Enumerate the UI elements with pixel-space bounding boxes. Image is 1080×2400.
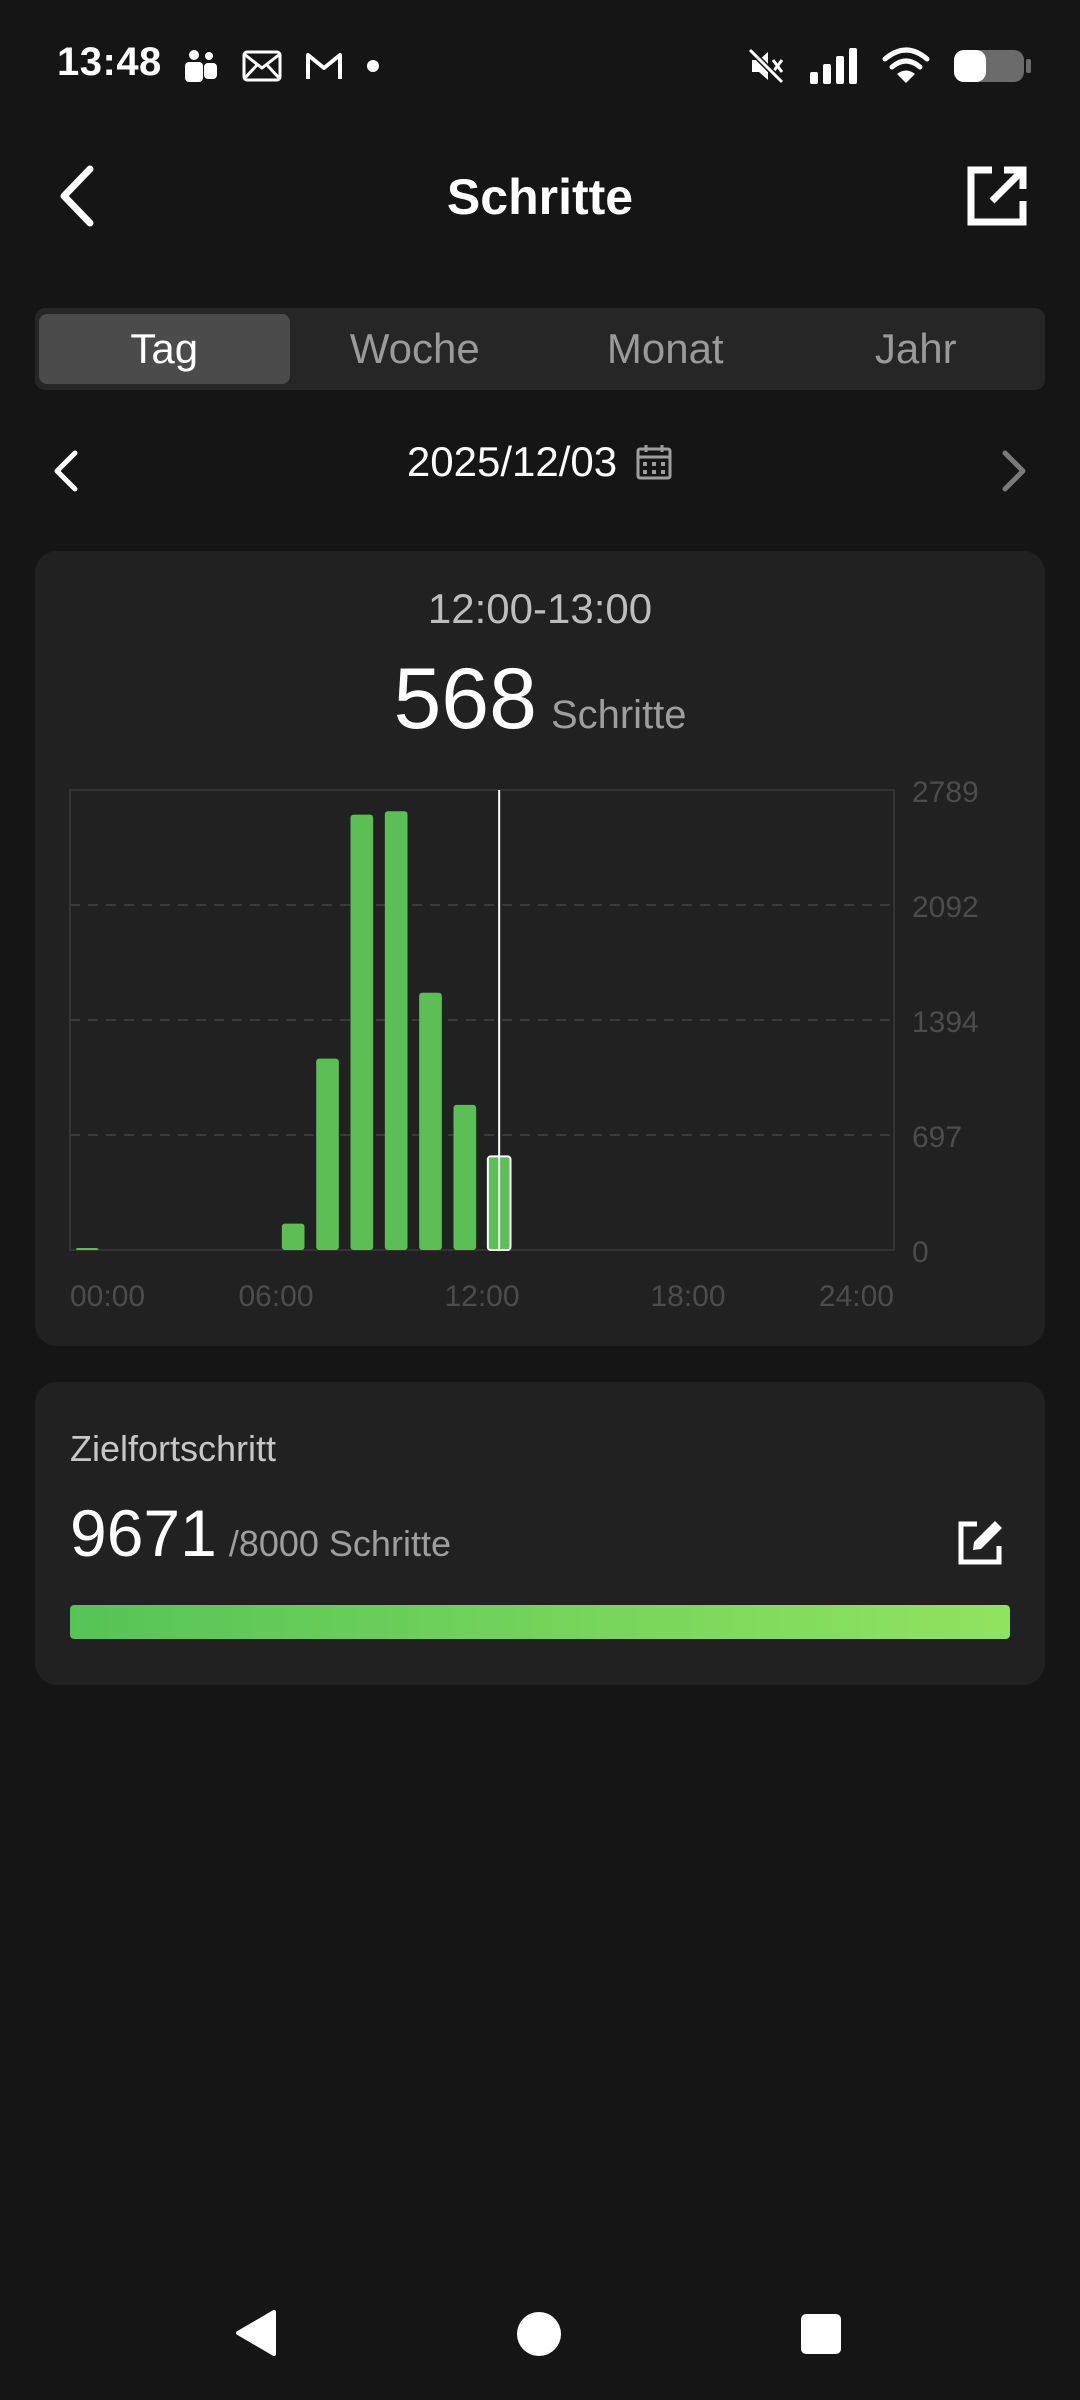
x-tick-label: 18:00 [650,1280,725,1313]
edit-goal-button[interactable] [955,1518,1005,1568]
back-chevron-icon [60,165,94,227]
nav-back-icon[interactable] [234,2308,278,2358]
steps-chart-card [35,551,1045,1346]
battery-icon [954,50,1031,82]
tab-day[interactable]: Tag [39,314,290,384]
y-tick-label: 1394 [912,1006,979,1039]
previous-day-button[interactable] [40,436,90,506]
status-time: 13:48 [57,40,162,84]
y-tick-label: 2789 [912,776,979,809]
date-selector[interactable]: 2025/12/03 [0,438,1080,486]
goal-progress-bar [70,1605,1010,1639]
page-title: Schritte [446,169,634,225]
share-icon [967,166,1027,226]
share-button[interactable] [962,160,1032,232]
selected-steps-unit: Schritte [550,693,687,737]
date-label: 2025/12/03 [406,438,618,485]
selected-time-range: 12:00-13:00 [427,585,653,632]
signal-icon [810,48,857,84]
teams-icon [185,50,217,82]
goal-target-steps: /8000 Schritte [228,1523,451,1564]
wifi-icon [882,47,930,83]
tab-month[interactable]: Monat [606,325,724,372]
chevron-left-icon [54,450,78,492]
back-button[interactable] [48,160,104,232]
nav-home-icon[interactable] [516,2311,562,2357]
dot-icon [367,60,379,72]
chart-bar [384,811,408,1250]
gmail-icon [306,53,342,79]
y-tick-label: 2092 [912,891,979,924]
chart-bar [350,814,374,1250]
chart-bar [75,1248,99,1250]
selected-value-row: 568 Schritte [0,650,1080,749]
x-tick-label: 12:00 [444,1280,519,1313]
goal-title: Zielfortschritt [70,1428,277,1469]
x-tick-label: 06:00 [238,1280,313,1313]
x-tick-label: 24:00 [819,1280,894,1313]
y-tick-label: 0 [912,1236,929,1269]
chevron-right-icon [1002,450,1026,492]
chart-bar [453,1104,477,1250]
next-day-button[interactable] [990,436,1040,506]
mute-icon [747,47,785,85]
chart-bar [281,1223,305,1250]
mail-icon [242,50,282,82]
calendar-icon [636,445,672,480]
steps-bar-chart[interactable]: 0 697 1394 2092 2789 00:00 06:00 12:00 18:00 24:0… [0,0,1080,1340]
status-right-icons [746,44,1032,88]
tab-year[interactable]: Jahr [874,325,957,372]
goal-progress-fill [70,1605,1010,1639]
edit-icon [958,1521,1002,1565]
selected-steps-value: 568 [393,651,537,747]
goal-current-steps: 9671 [70,1496,217,1570]
tab-week[interactable]: Woche [349,325,480,372]
chart-bar [316,1058,339,1250]
chart-frame [69,789,895,1251]
y-tick-label: 697 [912,1121,962,1154]
x-tick-label: 00:00 [70,1280,145,1313]
nav-recents-icon[interactable] [800,2313,842,2355]
period-tabs: Tag Woche Monat Jahr [35,308,1045,390]
status-left-icons [182,44,380,88]
goal-value-row: 9671 /8000 Schritte [70,1495,451,1571]
chart-bar [419,992,442,1250]
